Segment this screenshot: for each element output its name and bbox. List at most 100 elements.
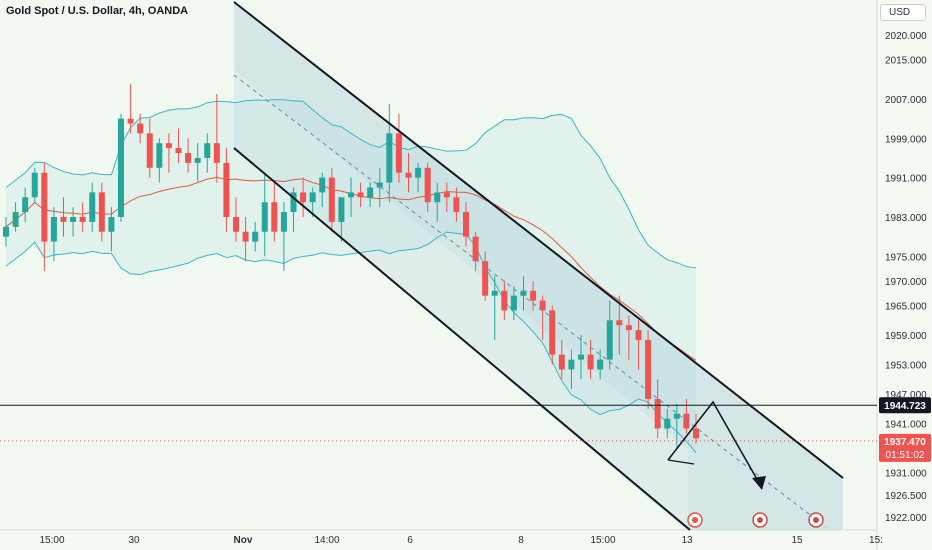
candle [242,216,249,262]
candle [510,285,517,321]
candle [587,339,594,380]
candle [693,413,699,444]
candle [185,138,192,173]
candle [558,339,565,380]
time-axis[interactable]: 15:00 30 Nov 14:00 6 8 15:00 13 15 15: [39,535,882,546]
candle [549,305,556,365]
candle [472,231,479,272]
channel-lines [0,1,877,531]
candle [194,143,201,183]
candle [645,330,652,409]
candle [280,202,287,272]
candle [635,320,642,370]
candle [79,202,86,232]
candle [98,182,105,242]
candle [654,379,661,439]
channel-upper-line [233,1,844,479]
candle [357,182,364,208]
projection-arrowhead [752,476,766,490]
time-tick-label: 15: [869,535,883,546]
svg-text:1944.723: 1944.723 [884,401,926,412]
time-tick-label: 30 [128,535,140,546]
candle [213,94,220,183]
candle [338,197,345,242]
candle [175,128,182,163]
candle [328,167,335,232]
price-tick-label: 1983.000 [885,213,927,224]
channel-shaded-region [234,2,843,530]
candle [367,182,374,208]
candle [664,408,671,439]
candle [233,197,239,242]
candle [491,276,498,340]
candle [50,207,57,262]
candle [606,300,613,370]
last-price-marker: 1937.470 01:51:02 [879,433,931,462]
candle [12,202,19,232]
candle [137,113,144,144]
candle [463,202,469,247]
candle [165,133,172,173]
candle [60,197,67,237]
bollinger-lower [5,231,697,453]
projection-path [667,400,763,489]
candle [597,349,604,380]
us-flag-event-icon[interactable] [752,512,768,528]
price-scale-area [877,0,932,550]
price-tick-label: 1965.000 [885,302,927,313]
currency-button[interactable]: USD [880,4,926,21]
candle [405,153,412,193]
price-axis[interactable]: 2020.000 2015.000 2007.000 1999.000 1991.000… [885,31,927,524]
us-flag-event-icon[interactable] [808,512,824,528]
candle [290,187,297,232]
candle [395,113,402,183]
svg-text:1937.470: 1937.470 [884,437,926,448]
time-tick-label: 6 [407,535,413,546]
candle [22,187,29,222]
candle [271,182,278,242]
time-tick-label: 15 [791,535,803,546]
candle [501,280,508,321]
candle [89,182,96,232]
candles [3,84,699,449]
candle [146,118,153,178]
channel-fill [234,2,843,530]
candle [127,84,134,134]
time-tick-label: 8 [518,535,524,546]
candle [319,172,326,208]
candle [204,133,211,173]
price-tick-label: 1941.000 [885,420,927,431]
candle [616,295,623,355]
candle [625,315,632,360]
price-markers: 1944.723 1937.470 01:51:02 [879,397,931,462]
time-tick-label: Nov [234,535,253,546]
price-tick-label: 1991.000 [885,174,927,185]
candle [261,172,268,257]
candle [156,138,163,183]
time-tick-label: 15:00 [590,535,615,546]
price-tick-label: 1999.000 [885,134,927,145]
candle [118,113,124,222]
lightning-event-icon[interactable] [687,512,703,528]
price-tick-label: 1931.000 [885,469,927,480]
candle [434,182,441,222]
candle [520,276,527,311]
time-tick-label: 13 [681,535,693,546]
bollinger-fill [6,99,696,453]
price-tick-label: 1922.000 [885,513,927,524]
candle [683,398,690,434]
chart-title: Gold Spot / U.S. Dollar, 4h, OANDA [6,5,189,17]
channel-lower-line [233,147,691,531]
price-tick-label: 1975.000 [885,252,927,263]
candle [530,280,537,311]
price-tick-label: 1970.000 [885,277,927,288]
price-tick-label: 1953.000 [885,361,927,372]
candle [376,167,383,208]
candle [453,187,460,222]
candle [31,167,38,203]
candle [3,216,9,247]
candle [108,207,115,252]
candle [300,177,307,217]
